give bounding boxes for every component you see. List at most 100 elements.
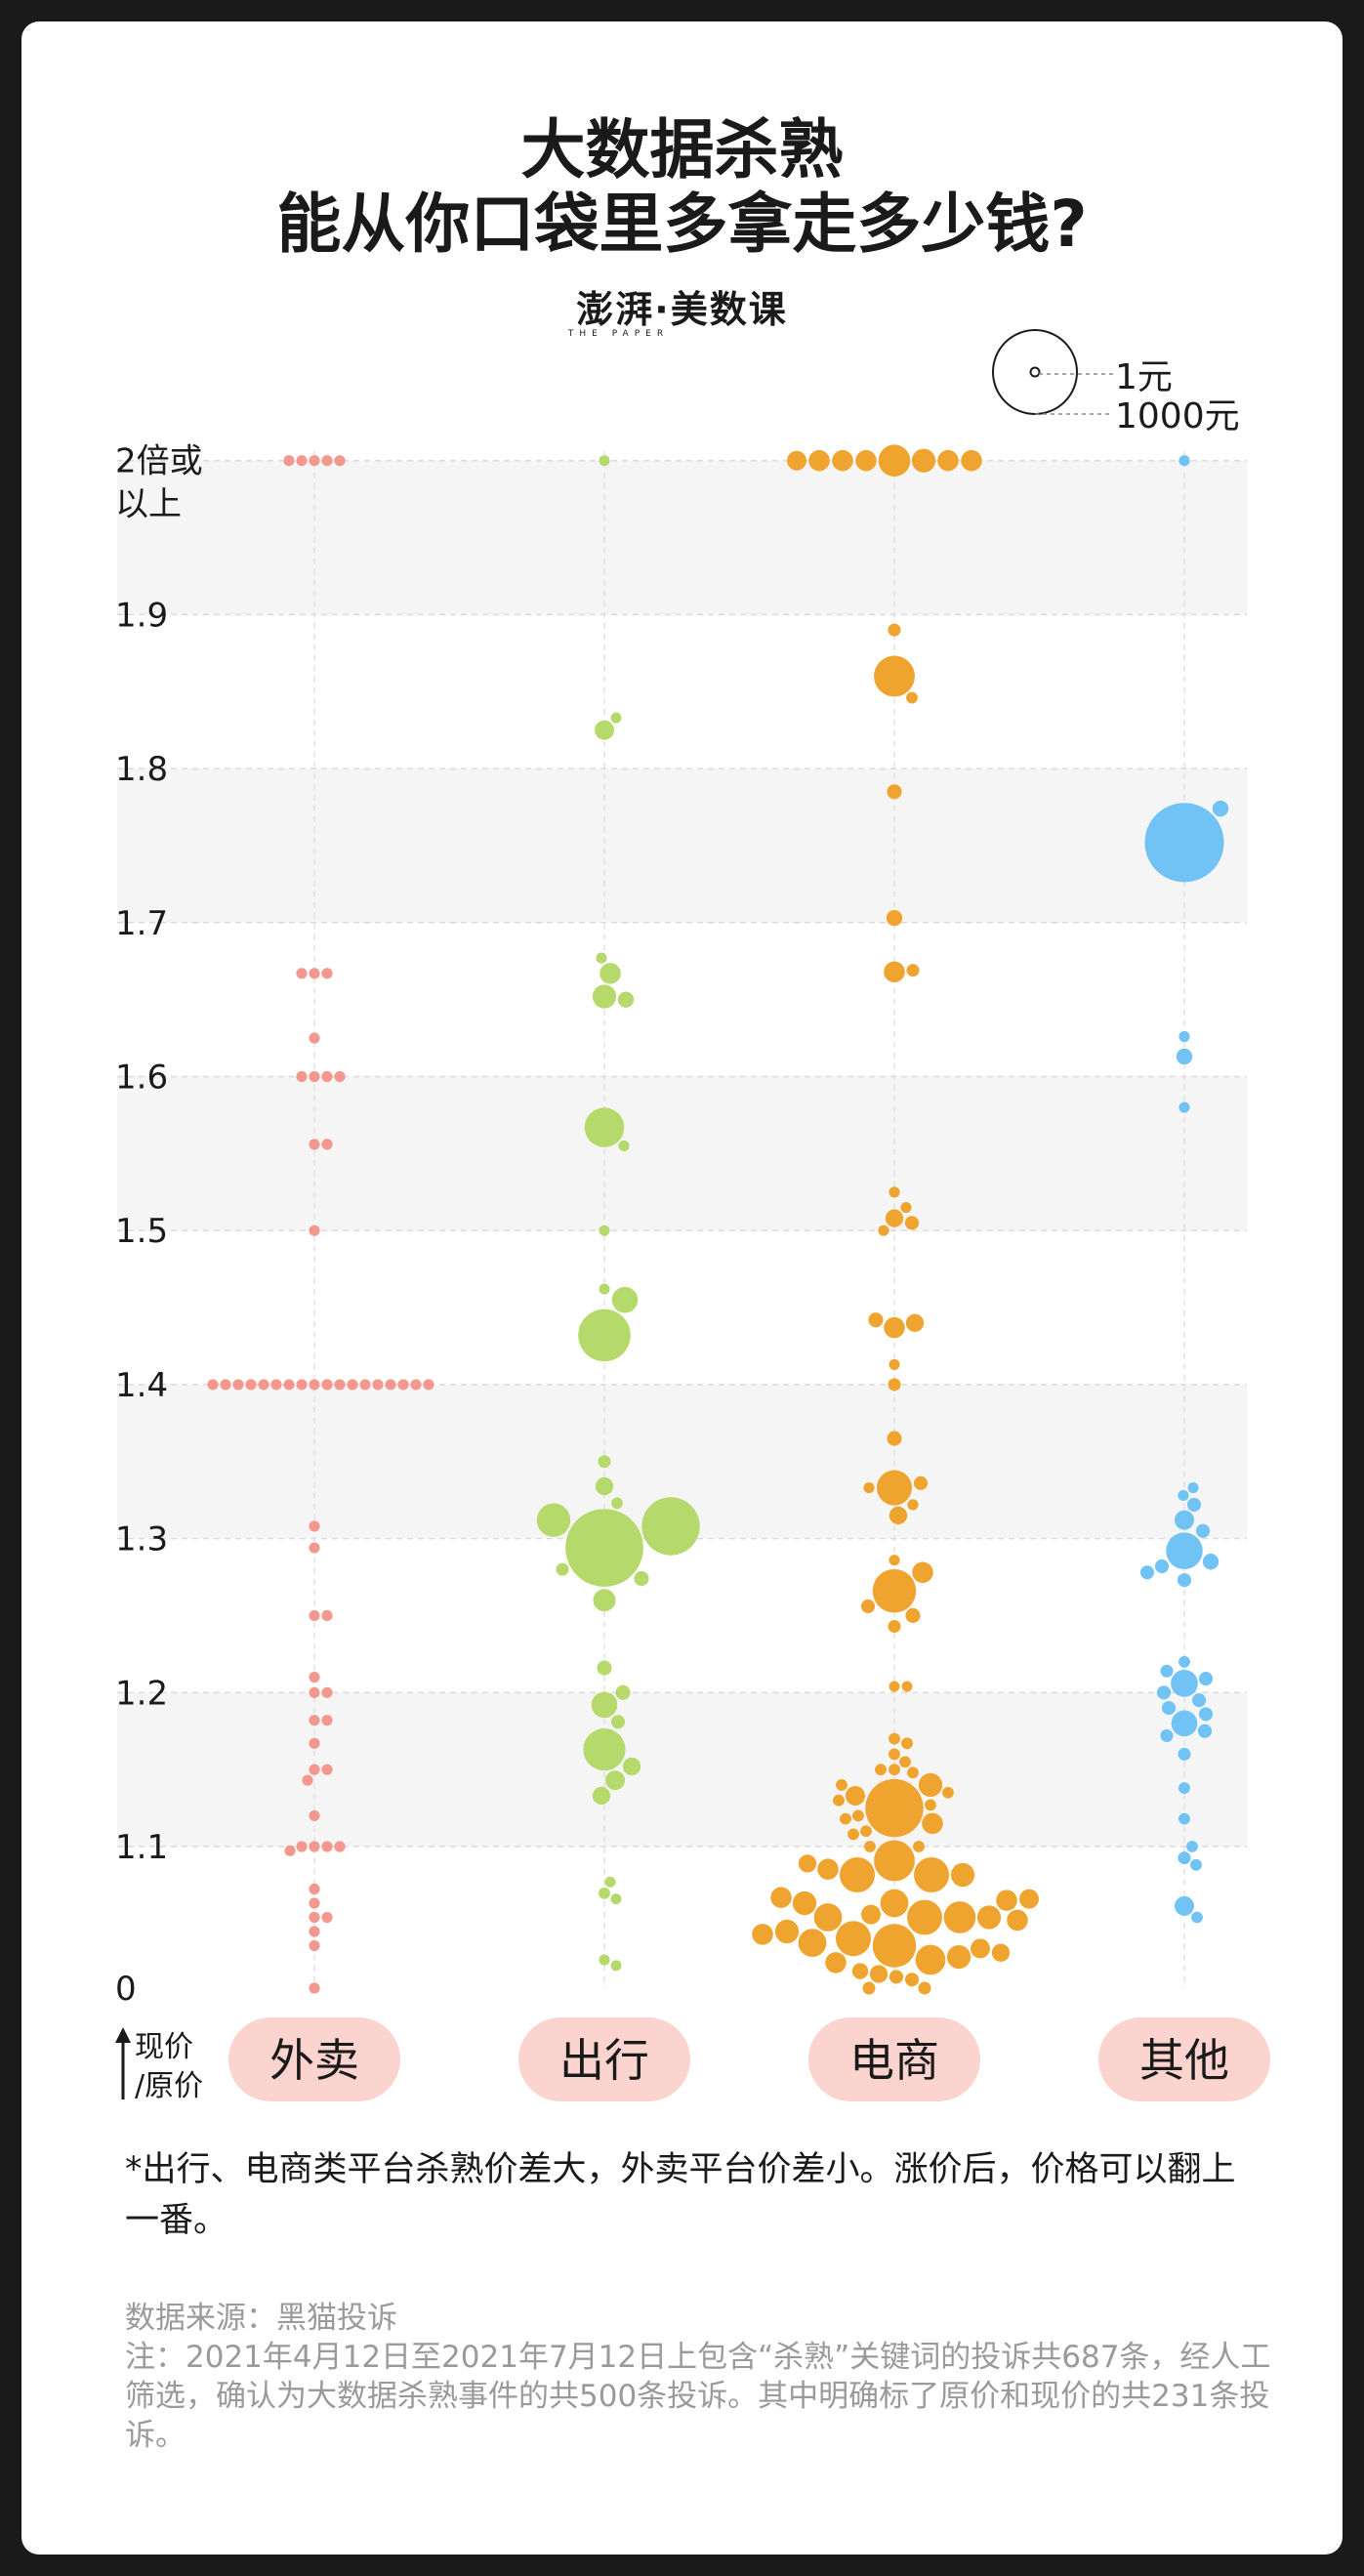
category-pill [228, 2017, 400, 2101]
data-point-电商 [913, 1475, 929, 1490]
data-point-其他 [1178, 1851, 1191, 1865]
data-point-外卖 [309, 1032, 320, 1044]
data-point-电商 [904, 1216, 920, 1230]
data-point-电商 [884, 1316, 905, 1339]
data-point-电商 [874, 655, 915, 697]
legend-circle-small [1029, 366, 1041, 378]
data-point-电商 [825, 1952, 847, 1974]
data-point-电商 [889, 1970, 904, 1984]
data-point-出行 [605, 1770, 625, 1791]
data-point-电商 [877, 1470, 912, 1506]
data-point-出行 [592, 984, 617, 1009]
data-point-外卖 [309, 1225, 320, 1236]
data-point-外卖 [296, 1841, 308, 1852]
data-point-电商 [852, 1809, 864, 1822]
data-point-电商 [798, 1929, 827, 1957]
data-point-外卖 [309, 1671, 320, 1683]
data-point-外卖 [309, 1764, 320, 1775]
data-point-电商 [1019, 1889, 1039, 1909]
data-point-电商 [774, 1919, 800, 1944]
data-point-出行 [622, 1757, 641, 1776]
data-point-外卖 [347, 1379, 358, 1391]
data-point-外卖 [309, 1809, 320, 1822]
data-point-外卖 [410, 1379, 422, 1391]
data-point-电商 [889, 1555, 900, 1566]
data-point-出行 [592, 1786, 611, 1806]
data-point-电商 [946, 1944, 971, 1970]
data-point-电商 [887, 784, 902, 800]
data-point-外卖 [397, 1379, 409, 1391]
data-point-电商 [869, 1965, 889, 1983]
data-point-电商 [925, 1799, 936, 1811]
data-point-电商 [991, 1943, 1011, 1962]
y-tick-label: 以上 [115, 485, 182, 524]
y-tick-label: 1.1 [115, 1828, 168, 1867]
data-point-电商 [813, 1903, 843, 1932]
data-point-外卖 [334, 1379, 346, 1391]
data-point-出行 [599, 963, 621, 984]
data-point-其他 [1154, 1558, 1170, 1574]
data-point-出行 [599, 455, 610, 467]
data-point-出行 [583, 1728, 626, 1771]
data-point-电商 [874, 1840, 915, 1882]
data-point-电商 [971, 1938, 990, 1959]
data-point-其他 [1175, 1895, 1194, 1916]
data-point-电商 [907, 1899, 942, 1935]
data-point-外卖 [334, 1070, 346, 1083]
data-point-外卖 [245, 1379, 257, 1391]
data-point-外卖 [309, 1982, 320, 1994]
chart-title-line1: 大数据杀熟 [520, 112, 844, 187]
data-point-其他 [1175, 1510, 1194, 1530]
data-point-电商 [862, 1981, 876, 1995]
data-point-外卖 [321, 1609, 333, 1622]
data-point-外卖 [309, 1911, 320, 1924]
data-point-出行 [634, 1571, 649, 1587]
data-point-出行 [618, 1140, 630, 1152]
source-line1: 数据来源：黑猫投诉 [125, 2301, 397, 2336]
data-point-出行 [565, 1509, 643, 1587]
data-point-电商 [836, 1779, 847, 1791]
data-point-外卖 [321, 1379, 333, 1391]
data-point-其他 [1198, 1707, 1214, 1722]
data-point-电商 [889, 1186, 900, 1198]
data-point-电商 [889, 1748, 900, 1761]
data-point-出行 [598, 1455, 611, 1469]
data-point-其他 [1197, 1724, 1213, 1738]
data-point-电商 [846, 1785, 865, 1806]
data-point-外卖 [302, 1774, 313, 1786]
data-point-外卖 [309, 1841, 320, 1852]
data-point-电商 [1007, 1909, 1028, 1932]
data-point-外卖 [309, 1520, 320, 1532]
data-point-其他 [1178, 1030, 1190, 1043]
category-pill [1098, 2017, 1270, 2101]
data-point-外卖 [385, 1379, 396, 1391]
data-point-电商 [868, 1312, 884, 1328]
data-point-其他 [1178, 1812, 1190, 1825]
data-point-电商 [886, 909, 903, 927]
data-point-外卖 [296, 455, 308, 467]
y-tick-label: 1.8 [115, 750, 168, 789]
data-point-其他 [1171, 1710, 1198, 1737]
data-point-电商 [884, 961, 905, 983]
data-point-电商 [887, 1431, 902, 1446]
data-point-出行 [593, 1589, 616, 1612]
y-tick-label: 1.4 [115, 1366, 168, 1405]
data-point-电商 [888, 1378, 901, 1392]
data-point-电商 [889, 1732, 900, 1745]
data-point-出行 [599, 1887, 610, 1899]
data-point-出行 [596, 952, 607, 964]
data-point-电商 [937, 449, 959, 472]
data-point-外卖 [359, 1379, 371, 1391]
y-tick-label: 2倍或 [115, 442, 203, 481]
grid-band [117, 1692, 1247, 1847]
data-point-电商 [792, 1890, 817, 1916]
data-point-出行 [610, 1960, 622, 1972]
chart-card [21, 21, 1343, 2555]
data-point-电商 [832, 449, 853, 472]
source-note: 数据来源：黑猫投诉 注：2021年4月12日至2021年7月12日上包含“杀熟”… [125, 2299, 1277, 2455]
y-tick-label: 1.7 [115, 904, 168, 943]
data-point-电商 [906, 691, 918, 704]
category-pill [808, 2017, 980, 2101]
y-tick-label: 0 [115, 1970, 137, 2009]
data-point-外卖 [309, 1939, 320, 1952]
